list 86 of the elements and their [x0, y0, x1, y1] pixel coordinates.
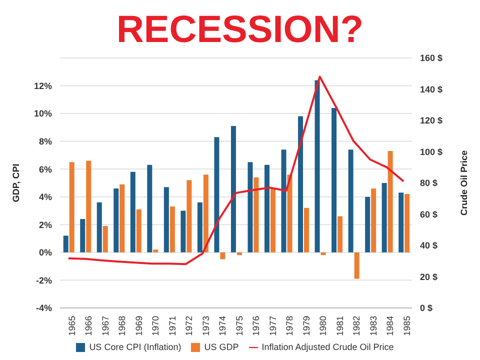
bar — [348, 150, 354, 252]
bar — [214, 137, 220, 252]
x-tick-label: 1967 — [100, 316, 110, 336]
bar — [220, 252, 226, 260]
x-tick-label: 1969 — [134, 316, 144, 336]
bar — [388, 151, 393, 252]
y-axis-title: GDP, CPI — [11, 164, 22, 202]
bar — [180, 210, 186, 252]
y2-tick-label: 80 $ — [420, 178, 438, 188]
bar — [120, 184, 125, 252]
x-tick-label: 1979 — [301, 316, 312, 336]
bar — [382, 182, 387, 252]
bar — [304, 208, 310, 252]
legend-label: Inflation Adjusted Crude Oil Price — [262, 342, 394, 352]
x-tick-label: 1977 — [268, 316, 278, 336]
bar — [130, 172, 136, 252]
bar — [96, 202, 102, 252]
bar — [254, 177, 259, 252]
bar — [164, 187, 169, 252]
bar — [287, 174, 292, 252]
y2-axis-title: Crude Oil Price — [459, 150, 470, 216]
bar — [281, 150, 286, 252]
bar — [114, 188, 119, 252]
bar — [186, 180, 192, 252]
x-tick-label: 1965 — [66, 316, 77, 336]
x-tick-label: 1970 — [150, 316, 161, 336]
y2-tick-label: 100 $ — [420, 146, 443, 157]
bar — [153, 250, 158, 252]
y2-tick-label: 60 $ — [420, 209, 438, 220]
x-tick-label: 1973 — [200, 316, 211, 336]
y2-tick-label: 120 $ — [420, 116, 443, 126]
bar — [248, 162, 253, 252]
bar — [63, 236, 68, 252]
bar — [69, 162, 74, 252]
bar — [264, 164, 270, 252]
x-tick-label: 1985 — [402, 316, 412, 336]
x-tick-label: 1976 — [251, 316, 262, 336]
y-tick-label: 2% — [38, 220, 52, 230]
bar — [365, 196, 370, 252]
y-tick-label: -4% — [36, 303, 52, 314]
bar — [230, 126, 236, 252]
legend-label: US Core CPI (Inflation) — [89, 342, 182, 352]
x-tick-label: 1978 — [284, 316, 295, 336]
bar — [354, 252, 360, 279]
bar — [371, 188, 376, 252]
bar — [203, 174, 208, 252]
bar — [298, 116, 304, 252]
x-tick-label: 1968 — [117, 316, 128, 336]
y2-tick-label: 140 $ — [420, 84, 443, 94]
x-tick-label: 1980 — [318, 316, 328, 336]
bar — [404, 194, 410, 252]
bar — [80, 219, 86, 252]
x-tick-label: 1984 — [385, 316, 396, 336]
x-tick-label: 1971 — [167, 316, 178, 336]
x-tick-label: 1982 — [352, 316, 362, 336]
legend-label: US GDP — [204, 342, 239, 352]
line-series — [67, 76, 405, 266]
x-tick-label: 1983 — [368, 316, 378, 336]
y-tick-label: 6% — [38, 164, 52, 174]
y2-tick-label: 20 $ — [420, 272, 438, 282]
x-tick-label: 1972 — [184, 316, 194, 336]
bar — [338, 216, 343, 252]
x-tick-label: 1966 — [84, 316, 94, 336]
y2-tick-label: 160 $ — [420, 53, 443, 64]
bar — [147, 164, 152, 252]
bar — [398, 192, 404, 252]
y2-tick-label: 0 $ — [420, 303, 433, 314]
bar — [170, 206, 175, 252]
bar — [197, 202, 202, 252]
x-tick-label: 1981 — [334, 316, 345, 336]
bar — [86, 160, 92, 252]
bar — [332, 108, 337, 252]
bar — [102, 226, 108, 252]
y-tick-label: 10% — [34, 108, 52, 119]
y-tick-label: 8% — [38, 136, 52, 146]
x-tick-label: 1975 — [234, 316, 244, 336]
y-tick-label: 4% — [38, 192, 52, 202]
chart-title: RECESSION? — [115, 8, 365, 52]
bar — [314, 80, 320, 252]
bar — [136, 209, 142, 252]
x-tick-label: 1974 — [218, 316, 228, 336]
y-tick-label: 12% — [34, 80, 52, 91]
y-tick-label: 0% — [38, 248, 52, 258]
y2-tick-label: 40 $ — [420, 240, 438, 251]
bar — [270, 188, 276, 252]
y-tick-label: -2% — [36, 275, 52, 286]
